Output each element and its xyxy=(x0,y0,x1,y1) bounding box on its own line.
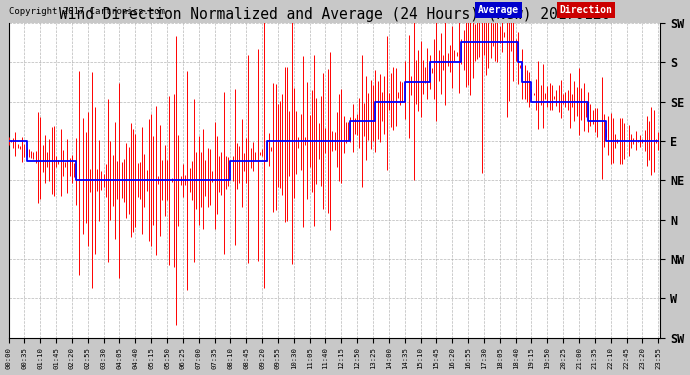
Title: Wind Direction Normalized and Average (24 Hours) (New) 20170120: Wind Direction Normalized and Average (2… xyxy=(59,7,610,22)
Text: Average: Average xyxy=(478,5,519,15)
Text: Copyright 2017 Cartronics.com: Copyright 2017 Cartronics.com xyxy=(8,8,164,16)
Text: Direction: Direction xyxy=(560,5,612,15)
